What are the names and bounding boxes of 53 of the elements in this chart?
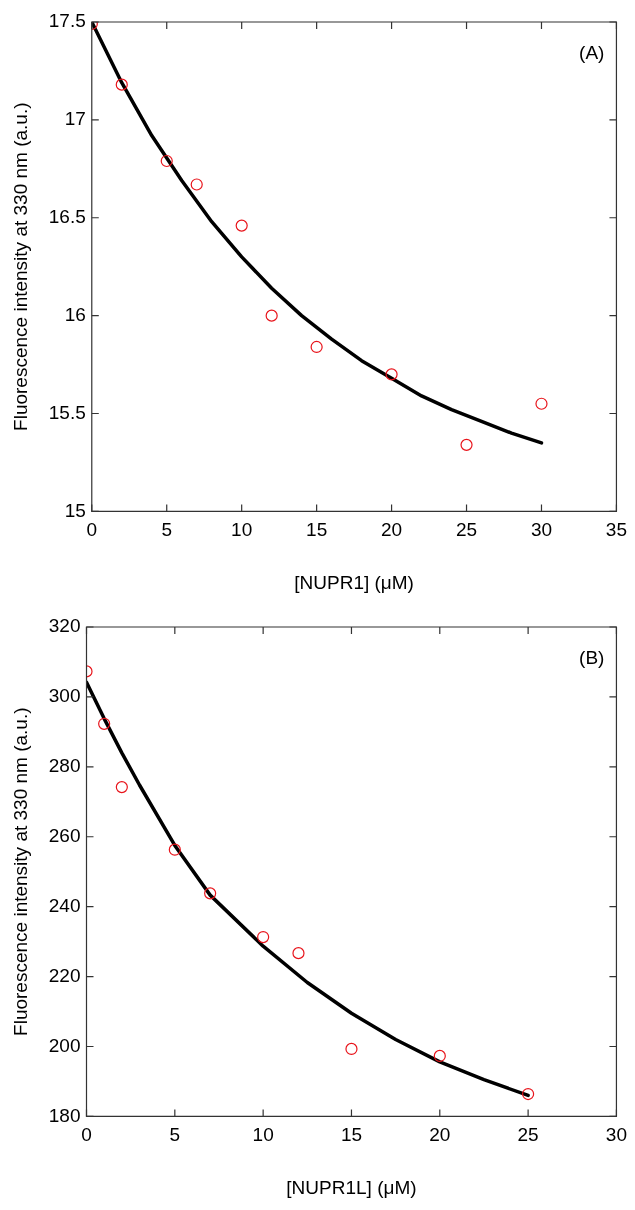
x-tick-label: 10 xyxy=(231,519,253,541)
x-tick-label: 20 xyxy=(429,1124,451,1146)
x-tick-label: 15 xyxy=(340,1124,363,1146)
point xyxy=(115,78,128,91)
x-tick-label: 25 xyxy=(455,519,478,541)
point xyxy=(265,309,278,322)
y-tick-label: 260 xyxy=(48,824,81,846)
point xyxy=(522,1087,535,1101)
y-tick-label: 300 xyxy=(48,685,81,707)
y-tick-label: 15.5 xyxy=(48,401,86,423)
x-tick-label: 0 xyxy=(81,1124,92,1146)
point xyxy=(433,1049,446,1063)
y-tick-label: 320 xyxy=(48,615,81,637)
x-tick-label: 5 xyxy=(161,519,173,541)
x-tick-label: 10 xyxy=(252,1124,274,1146)
x-tick-label: 5 xyxy=(169,1124,181,1146)
x-tick-label: 30 xyxy=(605,1124,627,1146)
x-tick-label: 35 xyxy=(605,519,627,541)
point xyxy=(460,438,473,451)
y-tick-label: 17 xyxy=(64,108,86,130)
point xyxy=(98,717,111,730)
y-tick-label: 220 xyxy=(48,964,81,986)
x-tick-label: 0 xyxy=(86,519,98,541)
x-tick-label: 25 xyxy=(517,1124,539,1146)
x-tick-label: 20 xyxy=(381,519,403,541)
point xyxy=(535,397,548,410)
y-tick-label: 16.5 xyxy=(48,205,86,227)
y-tick-label: 280 xyxy=(48,755,81,777)
point xyxy=(310,340,323,354)
point xyxy=(204,887,217,900)
y-tick-label: 180 xyxy=(48,1104,81,1126)
x-axis-title: [NUPR1L] (μM) xyxy=(286,1176,417,1198)
annotation: (A) xyxy=(579,41,605,63)
point xyxy=(190,178,203,191)
point xyxy=(235,219,248,232)
point xyxy=(115,781,128,794)
x-tick-label: 15 xyxy=(306,519,328,541)
y-tick-label: 16 xyxy=(64,303,86,325)
annotation: (B) xyxy=(579,646,605,668)
point xyxy=(257,930,270,944)
x-axis-title: [NUPR1] (μM) xyxy=(294,571,414,593)
point xyxy=(160,154,173,168)
point xyxy=(292,947,305,960)
point xyxy=(168,843,181,856)
x-tick-label: 30 xyxy=(530,519,553,541)
point xyxy=(345,1042,358,1056)
y-tick-label: 240 xyxy=(48,894,81,916)
y-axis-title: Fluorescence intensity at 330 nm (a.u.) xyxy=(9,102,31,431)
point xyxy=(385,368,398,381)
y-tick-label: 200 xyxy=(48,1034,81,1056)
y-tick-label: 15 xyxy=(64,499,86,521)
y-axis-title: Fluorescence intensity at 330 nm (a.u.) xyxy=(9,707,31,1036)
y-tick-label: 17.5 xyxy=(48,10,86,32)
